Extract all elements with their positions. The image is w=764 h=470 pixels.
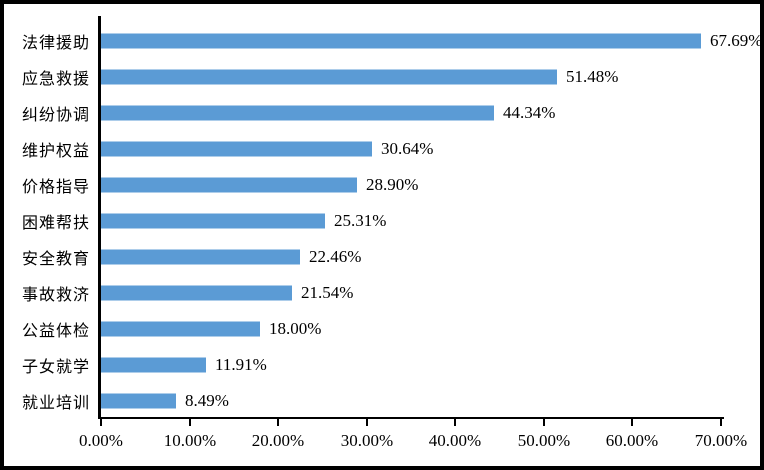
x-axis-tick-label: 30.00% [340,431,394,450]
bar-row: 纠纷协调 44.34% [4,95,760,131]
x-axis-tick-label: 70.00% [694,431,748,450]
x-axis-tick [366,419,368,426]
bar [101,105,494,121]
category-label: 纠纷协调 [21,107,90,124]
value-label: 11.91% [215,355,267,374]
value-label: 28.90% [366,175,419,194]
bar-row: 价格指导 28.90% [4,167,760,203]
category-label: 维护权益 [21,143,90,160]
bar [101,321,260,337]
bar-row: 子女就学 11.91% [4,347,760,383]
category-label: 应急救援 [21,71,90,88]
x-axis-tick [631,419,633,426]
x-axis-tick-label: 50.00% [517,431,571,450]
y-axis-line [98,16,101,419]
bar-row: 困难帮扶 25.31% [4,203,760,239]
bar [101,33,701,49]
value-label: 67.69% [710,31,763,50]
x-axis-line [98,417,724,419]
category-label: 法律援助 [21,35,90,52]
x-axis-tick [720,419,722,426]
bar [101,141,372,157]
bar-row: 公益体检 18.00% [4,311,760,347]
x-axis-tick-label: 10.00% [163,431,217,450]
bar-row: 应急救援 51.48% [4,59,760,95]
value-label: 18.00% [269,319,322,338]
x-axis-tick-label: 40.00% [428,431,482,450]
value-label: 25.31% [334,211,387,230]
x-axis-tick [454,419,456,426]
category-label: 价格指导 [21,179,90,196]
x-axis-tick-label: 60.00% [605,431,659,450]
bar-row: 法律援助 67.69% [4,23,763,59]
value-label: 22.46% [309,247,362,266]
value-label: 30.64% [381,139,434,158]
x-axis-tick [100,419,102,426]
bar [101,177,357,193]
category-label: 子女就学 [21,359,90,376]
category-label: 事故救济 [21,287,90,304]
value-label: 44.34% [503,103,556,122]
bar-row: 事故救济 21.54% [4,275,760,311]
x-axis-tick [543,419,545,426]
bar [101,393,176,409]
x-axis-tick-label: 20.00% [251,431,305,450]
x-axis-tick [189,419,191,426]
bar [101,213,325,229]
category-label: 公益体检 [21,323,90,340]
value-label: 21.54% [301,283,354,302]
bar-row: 安全教育 22.46% [4,239,760,275]
bar [101,249,300,265]
category-label: 安全教育 [21,251,90,268]
value-label: 51.48% [566,67,619,86]
bar [101,357,206,373]
bar [101,69,557,85]
category-label: 困难帮扶 [21,215,90,232]
category-label: 就业培训 [21,395,90,412]
value-label: 8.49% [185,391,229,410]
bar-row: 就业培训 8.49% [4,383,760,419]
x-axis-tick [277,419,279,426]
bar [101,285,292,301]
x-axis-tick-label: 0.00% [79,431,123,450]
bar-row: 维护权益 30.64% [4,131,760,167]
